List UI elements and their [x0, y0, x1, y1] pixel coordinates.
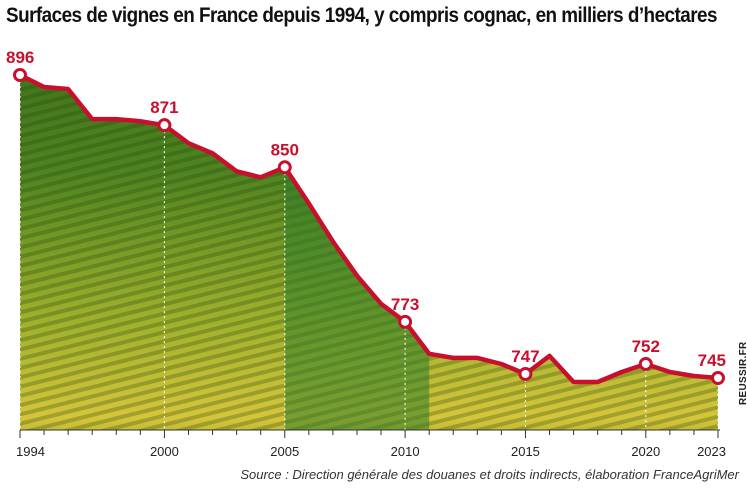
- x-tick-label: 2015: [511, 444, 540, 459]
- data-labels: 896 871 850 773 747 752 745: [6, 48, 726, 370]
- data-label: 896: [6, 48, 34, 67]
- data-label: 871: [150, 98, 178, 117]
- x-tick-label: 1994: [16, 444, 45, 459]
- data-markers: [13, 68, 725, 385]
- credit-label: REUSSIR.FR: [738, 341, 747, 405]
- x-tick-label: 2010: [391, 444, 420, 459]
- data-label: 747: [511, 347, 539, 366]
- data-marker: [711, 371, 725, 385]
- guide-lines: [19, 81, 719, 430]
- data-label: 773: [391, 295, 419, 314]
- x-tick-label: 2020: [631, 444, 660, 459]
- data-marker: [157, 118, 172, 133]
- data-label: 850: [271, 140, 299, 159]
- data-marker: [277, 160, 292, 175]
- data-marker: [398, 314, 413, 329]
- data-marker: [518, 366, 533, 381]
- highlight-band: [284, 75, 430, 430]
- data-marker: [638, 356, 653, 371]
- x-ticks: 1994 2000 2005 2010 2015 2020 2023: [16, 430, 726, 459]
- source-note: Source : Direction générale des douanes …: [240, 467, 739, 482]
- x-tick-label: 2000: [150, 444, 179, 459]
- data-label: 752: [632, 337, 660, 356]
- chart-title: Surfaces de vignes en France depuis 1994…: [6, 4, 718, 27]
- data-label: 745: [698, 351, 726, 370]
- series-line: [17, 72, 721, 385]
- x-tick-label: 2005: [270, 444, 299, 459]
- x-tick-label: 2023: [697, 444, 726, 459]
- data-marker: [13, 68, 27, 82]
